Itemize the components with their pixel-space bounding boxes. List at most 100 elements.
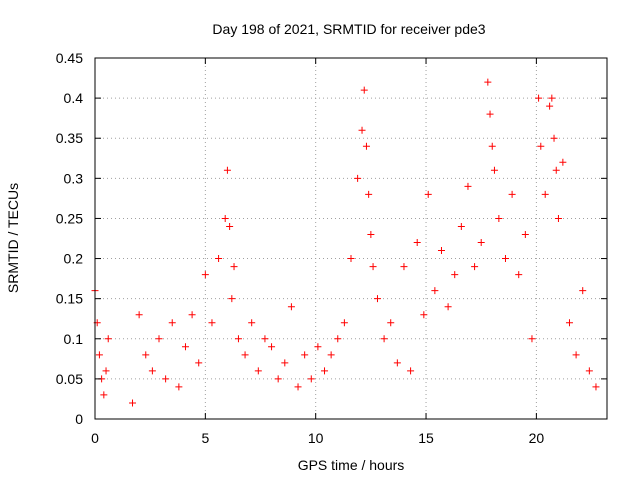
data-point (230, 263, 238, 271)
data-point (221, 214, 229, 222)
data-point (541, 190, 549, 198)
data-point (508, 190, 516, 198)
data-point (135, 311, 143, 319)
data-point (362, 142, 370, 150)
data-point (393, 359, 401, 367)
data-point (195, 359, 203, 367)
data-point (215, 255, 223, 263)
data-point (369, 263, 377, 271)
data-point (579, 287, 587, 295)
data-point (360, 86, 368, 94)
data-point (565, 319, 573, 327)
data-point (585, 367, 593, 375)
data-point (559, 158, 567, 166)
data-point (261, 335, 269, 343)
data-point (340, 319, 348, 327)
data-point (234, 335, 242, 343)
data-point (550, 134, 558, 142)
y-tick-label: 0.45 (56, 50, 83, 66)
data-point (490, 166, 498, 174)
data-point (181, 343, 189, 351)
data-point (281, 359, 289, 367)
y-tick-label: 0.4 (64, 90, 84, 106)
data-point (400, 263, 408, 271)
data-point (431, 287, 439, 295)
data-point (226, 222, 234, 230)
data-point (528, 335, 536, 343)
x-tick-label: 0 (91, 430, 99, 446)
data-point (486, 110, 494, 118)
data-point (537, 142, 545, 150)
data-point (554, 214, 562, 222)
x-tick-label: 10 (308, 430, 324, 446)
data-point (515, 271, 523, 279)
data-point (307, 375, 315, 383)
data-point (142, 351, 150, 359)
x-axis-label: GPS time / hours (298, 457, 405, 473)
data-point (95, 351, 103, 359)
data-point (327, 351, 335, 359)
data-point (535, 94, 543, 102)
data-point (354, 174, 362, 182)
data-point (208, 319, 216, 327)
data-point (104, 335, 112, 343)
data-point (367, 230, 375, 238)
data-point (358, 126, 366, 134)
data-point (484, 78, 492, 86)
data-point (241, 351, 249, 359)
x-tick-labels: 0 5 10 15 20 (91, 430, 544, 446)
data-point (223, 166, 231, 174)
data-point (294, 383, 302, 391)
data-point (148, 367, 156, 375)
data-point (451, 271, 459, 279)
data-point (100, 391, 108, 399)
data-point (444, 303, 452, 311)
data-point (321, 367, 329, 375)
y-tick-label: 0.15 (56, 291, 83, 307)
data-point (365, 190, 373, 198)
data-point (488, 142, 496, 150)
data-point (274, 375, 282, 383)
y-tick-label: 0.3 (64, 170, 84, 186)
data-point (420, 311, 428, 319)
data-point (155, 335, 163, 343)
data-point (387, 319, 395, 327)
chart-title: Day 198 of 2021, SRMTID for receiver pde… (212, 21, 485, 37)
y-tick-labels: 0 0.05 0.1 0.15 0.2 0.25 0.3 0.35 0.4 0.45 (56, 50, 83, 427)
data-point (334, 335, 342, 343)
data-point (501, 255, 509, 263)
x-tick-label: 5 (201, 430, 209, 446)
y-tick-label: 0 (75, 411, 83, 427)
y-tick-label: 0.35 (56, 130, 83, 146)
data-point (495, 214, 503, 222)
data-point (552, 166, 560, 174)
data-point (175, 383, 183, 391)
data-point (314, 343, 322, 351)
y-tick-label: 0.05 (56, 371, 83, 387)
data-points (91, 78, 600, 407)
data-point (471, 263, 479, 271)
data-point (254, 367, 262, 375)
data-point (521, 230, 529, 238)
data-point (546, 102, 554, 110)
data-point (477, 239, 485, 247)
data-point (301, 351, 309, 359)
data-point (572, 351, 580, 359)
data-point (347, 255, 355, 263)
x-tick-label: 15 (418, 430, 434, 446)
data-point (228, 295, 236, 303)
data-point (413, 239, 421, 247)
data-point (129, 399, 137, 407)
data-point (201, 271, 209, 279)
data-point (188, 311, 196, 319)
data-point (437, 247, 445, 255)
x-tick-label: 20 (529, 430, 545, 446)
data-point (548, 94, 556, 102)
data-point (380, 335, 388, 343)
data-point (373, 295, 381, 303)
data-point (407, 367, 415, 375)
data-point (162, 375, 170, 383)
data-point (287, 303, 295, 311)
